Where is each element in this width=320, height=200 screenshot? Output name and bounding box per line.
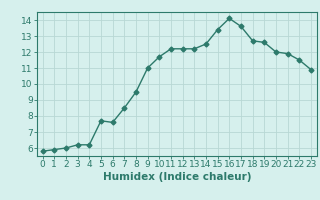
X-axis label: Humidex (Indice chaleur): Humidex (Indice chaleur) bbox=[102, 172, 251, 182]
